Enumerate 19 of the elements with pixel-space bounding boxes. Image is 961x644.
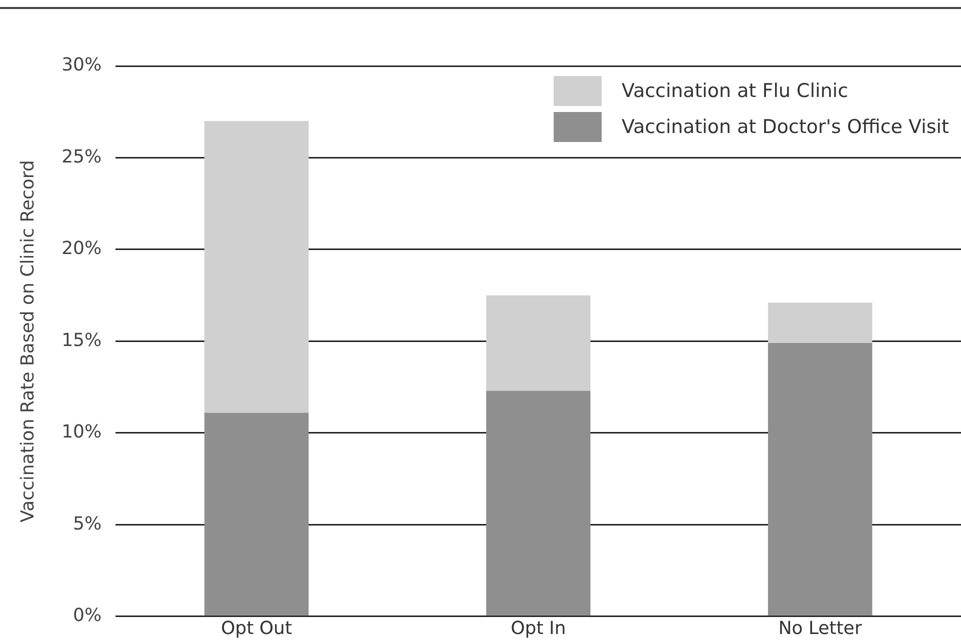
legend-label: Vaccination at Flu Clinic	[622, 80, 848, 102]
y-tick-label: 30%	[62, 54, 102, 76]
x-tick-label: Opt In	[510, 618, 566, 639]
y-tick-label: 15%	[62, 330, 102, 351]
y-tick-label: 20%	[62, 238, 102, 260]
y-tick-label: 0%	[73, 605, 102, 626]
bar	[768, 302, 872, 344]
y-axis-title: Vaccination Rate Based on Clinic Record	[17, 160, 38, 522]
bar	[486, 295, 590, 391]
y-tick-label: 10%	[62, 422, 102, 443]
bar	[204, 121, 309, 413]
bar	[204, 412, 309, 616]
y-tick-label: 25%	[62, 146, 102, 168]
x-tick-label: Opt Out	[221, 618, 292, 639]
y-tick-label: 5%	[73, 513, 102, 534]
bar	[486, 390, 590, 616]
bar	[768, 343, 872, 616]
x-tick-label: No Letter	[778, 618, 862, 639]
legend-label: Vaccination at Doctor's Office Visit	[622, 116, 950, 138]
